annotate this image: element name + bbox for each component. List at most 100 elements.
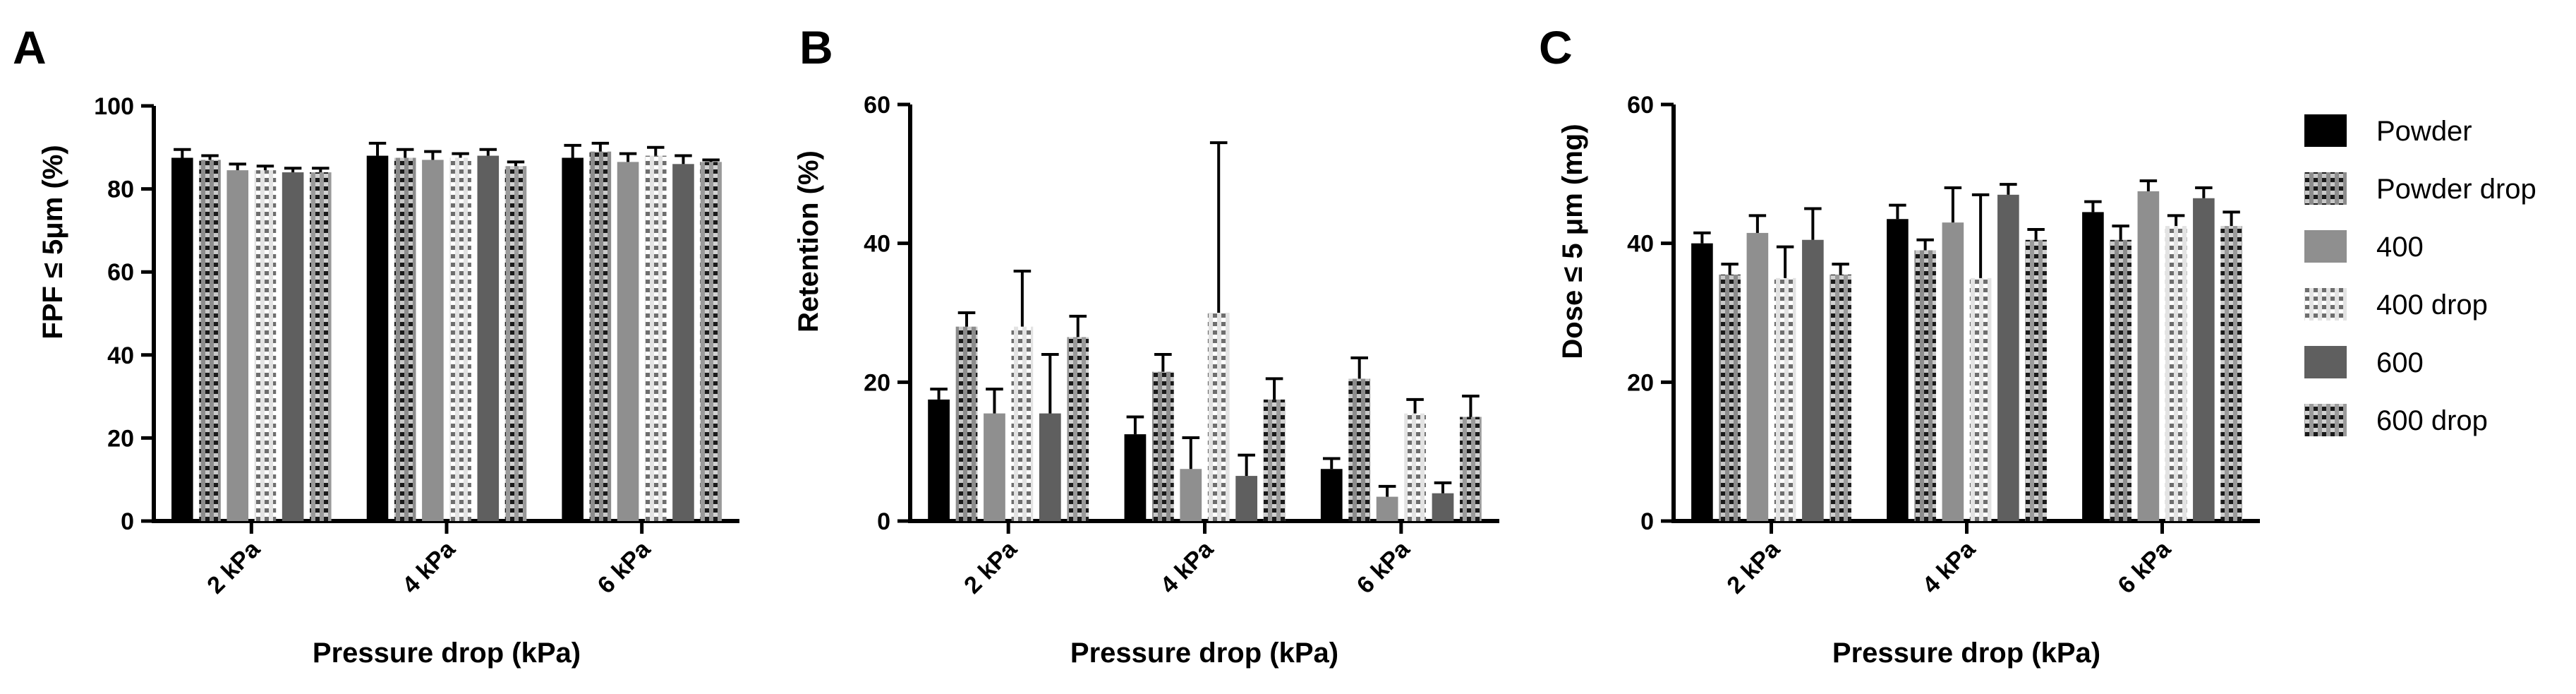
bar-400-drop-4-kpa [449, 158, 471, 522]
x-tick-label: 2 kPa [1722, 535, 1785, 599]
y-tick-label: 60 [1627, 92, 1654, 119]
bar-600-drop-4-kpa [505, 166, 527, 521]
bar-600-drop-6-kpa [700, 162, 722, 521]
x-axis-title: Pressure drop (kPa) [1832, 638, 2100, 669]
bar-400-drop-6-kpa [645, 156, 667, 521]
panel-b: B Pressure drop (kPa) Retention (%) 0 20 4… [793, 21, 1499, 669]
bar-400-drop-6-kpa [1404, 414, 1426, 521]
bar-powder-4-kpa [367, 156, 389, 521]
bar-powder-2-kpa [1691, 244, 1713, 521]
x-tick-label: 4 kPa [397, 535, 461, 599]
bar-600-6-kpa [672, 164, 694, 521]
bar-600-2-kpa [282, 172, 304, 521]
bar-powder-drop-4-kpa [394, 158, 416, 522]
x-tick-label: 6 kPa [1352, 535, 1415, 599]
legend-swatch-600 [2304, 346, 2347, 378]
bar-powder-6-kpa [562, 158, 583, 522]
legend-swatch-400 [2304, 230, 2347, 263]
bar-powder-2-kpa [928, 400, 950, 521]
chart-canvas: A Pressure drop (kPa) FPF ≤ 5μm (%) 0 20 4… [0, 0, 2576, 690]
bar-400-6-kpa [617, 162, 639, 521]
y-tick-label: 40 [864, 231, 890, 258]
legend-swatch-powder [2304, 114, 2347, 147]
bar-powder-6-kpa [1321, 469, 1343, 521]
bar-powder-drop-6-kpa [1348, 378, 1370, 521]
legend-label-600: 600 [2376, 347, 2424, 378]
legend-swatch-400-drop [2304, 288, 2347, 321]
bar-600-4-kpa [1235, 476, 1257, 521]
panel-letter: B [799, 21, 833, 73]
bar-600-4-kpa [478, 156, 500, 521]
bar-400-drop-2-kpa [1012, 327, 1034, 521]
y-axis-title: FPF ≤ 5μm (%) [37, 145, 68, 339]
panel-letter: A [13, 21, 47, 73]
bar-400-drop-6-kpa [2165, 226, 2187, 521]
bar-400-6-kpa [2138, 191, 2160, 521]
panel-a: A Pressure drop (kPa) FPF ≤ 5μm (%) 0 20 4… [13, 21, 739, 669]
bar-400-6-kpa [1377, 497, 1398, 521]
x-tick-label: 2 kPa [202, 535, 265, 599]
y-tick-label: 100 [94, 93, 134, 120]
y-tick-label: 20 [107, 425, 134, 452]
bar-600-drop-6-kpa [1460, 417, 1482, 522]
bar-powder-drop-2-kpa [956, 327, 978, 521]
bar-600-2-kpa [1802, 240, 1824, 521]
bar-powder-4-kpa [1887, 219, 1909, 521]
y-tick-label: 60 [864, 92, 890, 119]
bar-600-drop-2-kpa [1067, 337, 1089, 521]
legend-label-400: 400 [2376, 232, 2424, 263]
x-tick-label: 2 kPa [959, 535, 1022, 599]
panel-letter: C [1539, 21, 1573, 73]
bar-600-drop-6-kpa [2220, 226, 2242, 521]
legend: Powder Powder drop 400 400 drop 600 600 … [2304, 114, 2536, 436]
y-tick-label: 40 [1627, 231, 1654, 258]
bar-600-6-kpa [1432, 493, 1454, 521]
bar-400-2-kpa [226, 170, 248, 521]
legend-label-400-drop: 400 drop [2376, 289, 2488, 321]
bar-600-4-kpa [1997, 195, 2019, 521]
y-axis-title: Retention (%) [793, 150, 824, 333]
bar-powder-drop-2-kpa [199, 160, 221, 521]
bar-400-drop-4-kpa [1970, 278, 1992, 521]
bar-powder-drop-4-kpa [1914, 251, 1936, 522]
bar-600-6-kpa [2193, 198, 2215, 521]
bar-400-4-kpa [422, 160, 444, 521]
legend-swatch-powder-drop [2304, 172, 2347, 205]
y-tick-label: 20 [864, 369, 890, 396]
bar-400-drop-4-kpa [1208, 313, 1230, 521]
legend-swatch-600-drop [2304, 404, 2347, 436]
bar-600-drop-4-kpa [1264, 400, 1286, 521]
y-tick-label: 0 [1640, 508, 1654, 535]
y-tick-label: 40 [107, 342, 134, 369]
bar-600-drop-4-kpa [2025, 240, 2047, 521]
x-tick-label: 4 kPa [1917, 535, 1981, 599]
x-tick-label: 6 kPa [593, 535, 656, 599]
y-tick-label: 0 [877, 508, 890, 535]
bar-400-drop-2-kpa [1774, 278, 1796, 521]
bar-600-2-kpa [1039, 414, 1061, 521]
bar-powder-6-kpa [2082, 212, 2104, 521]
bar-400-4-kpa [1180, 469, 1202, 521]
x-axis-title: Pressure drop (kPa) [313, 638, 581, 669]
y-tick-label: 60 [107, 259, 134, 286]
bar-400-drop-2-kpa [255, 170, 277, 521]
legend-label-powder-drop: Powder drop [2376, 174, 2536, 205]
bar-powder-drop-6-kpa [590, 152, 612, 521]
bar-600-drop-2-kpa [1830, 275, 1851, 521]
bar-400-4-kpa [1942, 222, 1964, 521]
bar-400-2-kpa [1747, 233, 1769, 521]
figure: A Pressure drop (kPa) FPF ≤ 5μm (%) 0 20 4… [0, 0, 2576, 690]
x-tick-label: 4 kPa [1155, 535, 1219, 599]
bar-powder-2-kpa [171, 158, 193, 522]
y-tick-label: 80 [107, 177, 134, 203]
y-tick-label: 20 [1627, 369, 1654, 396]
bar-powder-drop-4-kpa [1152, 372, 1174, 521]
y-tick-label: 0 [121, 508, 134, 535]
legend-label-powder: Powder [2376, 116, 2472, 147]
bar-600-drop-2-kpa [310, 172, 332, 521]
x-tick-label: 6 kPa [2112, 535, 2176, 599]
y-axis-title: Dose ≤ 5 μm (mg) [1557, 124, 1588, 359]
panel-c: C Pressure drop (kPa) Dose ≤ 5 μm (mg) 0… [1539, 21, 2260, 669]
bar-powder-drop-6-kpa [2110, 240, 2131, 521]
bar-powder-drop-2-kpa [1719, 275, 1741, 521]
